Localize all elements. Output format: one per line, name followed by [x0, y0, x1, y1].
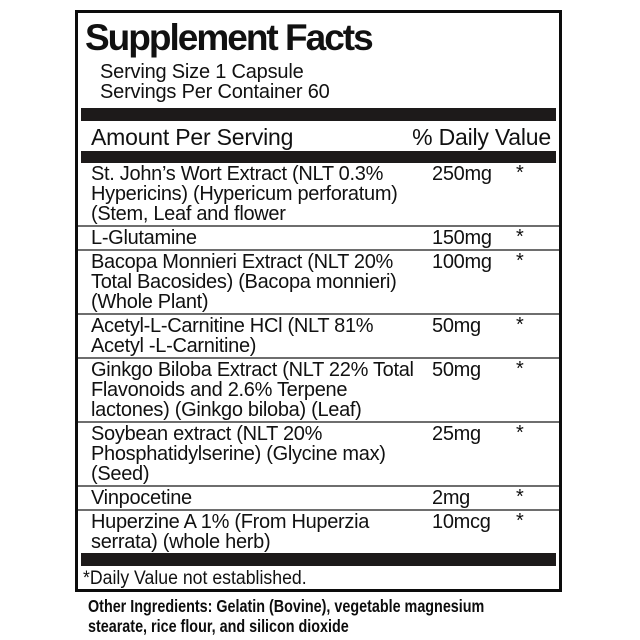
ingredient-amount: 250mg — [432, 163, 492, 185]
divider-bar-thick-header — [81, 151, 556, 163]
amount-per-serving-header: Amount Per Serving — [91, 123, 294, 150]
divider-bar-thick-top — [81, 108, 556, 121]
divider-bar-thick-bottom — [81, 553, 556, 566]
ingredient-amount: 100mg — [432, 251, 492, 273]
supplement-facts-panel: Supplement Facts Serving Size 1 Capsule … — [75, 10, 562, 592]
table-header: Amount Per Serving % Daily Value — [78, 121, 559, 151]
daily-value-asterisk: * — [516, 422, 524, 444]
daily-value-footnote: *Daily Value not established. — [83, 568, 307, 589]
daily-value-header: % Daily Value — [412, 123, 551, 150]
ingredient-amount: 150mg — [432, 227, 492, 249]
ingredient-name: L-Glutamine — [91, 227, 197, 249]
ingredient-name: Bacopa Monnieri Extract (NLT 20% Total B… — [91, 251, 397, 313]
ingredient-name: Ginkgo Biloba Extract (NLT 22% Total Fla… — [91, 359, 414, 421]
ingredient-name: Soybean extract (NLT 20% Phosphatidylser… — [91, 423, 386, 485]
table-row: St. John’s Wort Extract (NLT 0.3% Hyperi… — [78, 163, 559, 227]
table-row: Ginkgo Biloba Extract (NLT 22% Total Fla… — [78, 359, 559, 423]
ingredient-name: Huperzine A 1% (From Huperzia serrata) (… — [91, 511, 370, 553]
table-row: Bacopa Monnieri Extract (NLT 20% Total B… — [78, 251, 559, 315]
rows: St. John’s Wort Extract (NLT 0.3% Hyperi… — [78, 163, 559, 553]
serving-size: Serving Size 1 Capsule — [100, 61, 304, 83]
other-ingredients-text: Other Ingredients: Gelatin (Bovine), veg… — [88, 596, 485, 636]
ingredient-amount: 25mg — [432, 423, 481, 445]
ingredient-name: St. John’s Wort Extract (NLT 0.3% Hyperi… — [91, 163, 398, 225]
ingredient-amount: 50mg — [432, 359, 481, 381]
panel-title: Supplement Facts — [85, 17, 374, 58]
ingredient-amount: 50mg — [432, 315, 481, 337]
daily-value-asterisk: * — [516, 510, 524, 532]
daily-value-asterisk: * — [516, 314, 524, 336]
serving-info: Serving Size 1 Capsule Servings Per Cont… — [100, 62, 559, 102]
daily-value-asterisk: * — [516, 250, 524, 272]
daily-value-asterisk: * — [516, 162, 524, 184]
table-row: Soybean extract (NLT 20% Phosphatidylser… — [78, 423, 559, 487]
daily-value-asterisk: * — [516, 226, 524, 248]
ingredient-amount: 2mg — [432, 487, 471, 509]
ingredient-name: Acetyl-L-Carnitine HCl (NLT 81% Acetyl -… — [91, 315, 374, 357]
daily-value-asterisk: * — [516, 486, 524, 508]
ingredient-amount: 10mcg — [432, 511, 491, 533]
table-row: Vinpocetine 2mg * — [78, 487, 559, 511]
ingredient-name: Vinpocetine — [91, 487, 192, 509]
table-row: Huperzine A 1% (From Huperzia serrata) (… — [78, 511, 559, 553]
servings-per-container: Servings Per Container 60 — [100, 81, 330, 103]
table-row: Acetyl-L-Carnitine HCl (NLT 81% Acetyl -… — [78, 315, 559, 359]
table-row: L-Glutamine 150mg * — [78, 227, 559, 251]
daily-value-asterisk: * — [516, 358, 524, 380]
